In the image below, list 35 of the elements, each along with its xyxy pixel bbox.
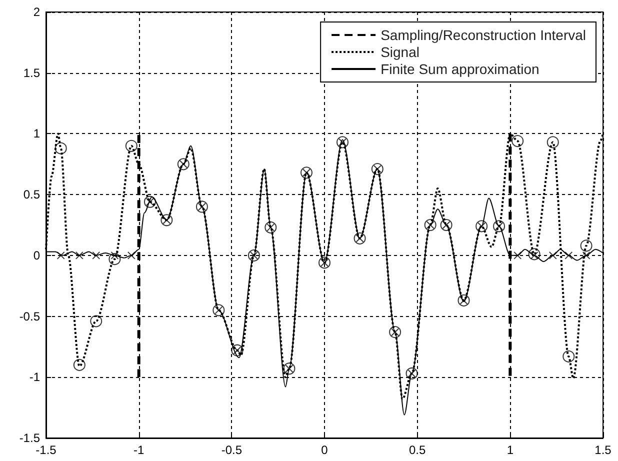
point <box>546 136 559 148</box>
y-tick-label: -0.5 <box>19 309 40 324</box>
x-tick-label: -1 <box>133 443 144 457</box>
point <box>582 251 590 260</box>
point <box>564 251 573 260</box>
point <box>127 251 136 260</box>
point <box>580 240 592 252</box>
point <box>548 251 557 260</box>
x-tick-label: -0.5 <box>221 443 242 457</box>
legend-label: Sampling/Reconstruction Interval <box>380 27 586 43</box>
legend-label: Signal <box>380 44 420 60</box>
y-tick-label: 2 <box>33 5 40 19</box>
legend-label: Finite Sum approximation <box>380 61 540 77</box>
point <box>514 251 522 260</box>
point <box>73 358 86 371</box>
y-tick-label: -1.5 <box>19 431 40 445</box>
point <box>562 350 575 362</box>
point <box>125 140 138 152</box>
x-tick-label: 1 <box>506 443 514 457</box>
y-tick-label: 0 <box>33 248 40 262</box>
point <box>528 248 540 260</box>
x-tick-label: 0 <box>321 443 328 457</box>
y-tick-label: -1 <box>29 370 40 384</box>
y-tick-label: 1 <box>33 126 40 141</box>
point <box>512 135 524 148</box>
y-tick-label: 0.5 <box>23 188 40 202</box>
point <box>54 142 67 154</box>
point <box>56 251 65 260</box>
point <box>108 253 121 266</box>
y-tick-label: 1.5 <box>23 66 40 80</box>
point <box>92 251 100 260</box>
point <box>90 315 102 328</box>
x-tick-label: 1.5 <box>594 443 612 457</box>
point <box>75 251 84 260</box>
x-tick-label: 0.5 <box>408 443 426 457</box>
